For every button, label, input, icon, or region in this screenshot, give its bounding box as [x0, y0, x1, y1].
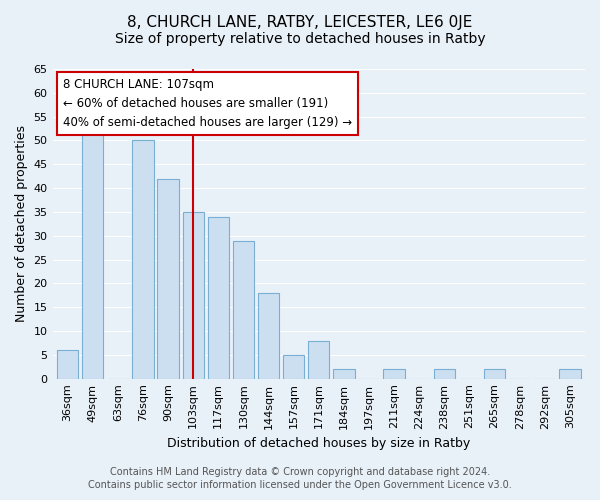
Bar — [283, 355, 304, 378]
Bar — [258, 293, 279, 378]
Bar — [383, 369, 405, 378]
Bar — [182, 212, 204, 378]
Text: 8 CHURCH LANE: 107sqm
← 60% of detached houses are smaller (191)
40% of semi-det: 8 CHURCH LANE: 107sqm ← 60% of detached … — [63, 78, 352, 130]
Y-axis label: Number of detached properties: Number of detached properties — [15, 126, 28, 322]
Bar — [57, 350, 78, 378]
Bar — [157, 178, 179, 378]
Text: Contains HM Land Registry data © Crown copyright and database right 2024.
Contai: Contains HM Land Registry data © Crown c… — [88, 467, 512, 490]
Bar — [308, 340, 329, 378]
X-axis label: Distribution of detached houses by size in Ratby: Distribution of detached houses by size … — [167, 437, 470, 450]
Bar — [333, 369, 355, 378]
Bar — [559, 369, 581, 378]
Bar — [434, 369, 455, 378]
Bar — [82, 126, 103, 378]
Bar — [484, 369, 505, 378]
Text: 8, CHURCH LANE, RATBY, LEICESTER, LE6 0JE: 8, CHURCH LANE, RATBY, LEICESTER, LE6 0J… — [127, 15, 473, 30]
Bar — [208, 216, 229, 378]
Bar — [132, 140, 154, 378]
Bar — [233, 240, 254, 378]
Text: Size of property relative to detached houses in Ratby: Size of property relative to detached ho… — [115, 32, 485, 46]
